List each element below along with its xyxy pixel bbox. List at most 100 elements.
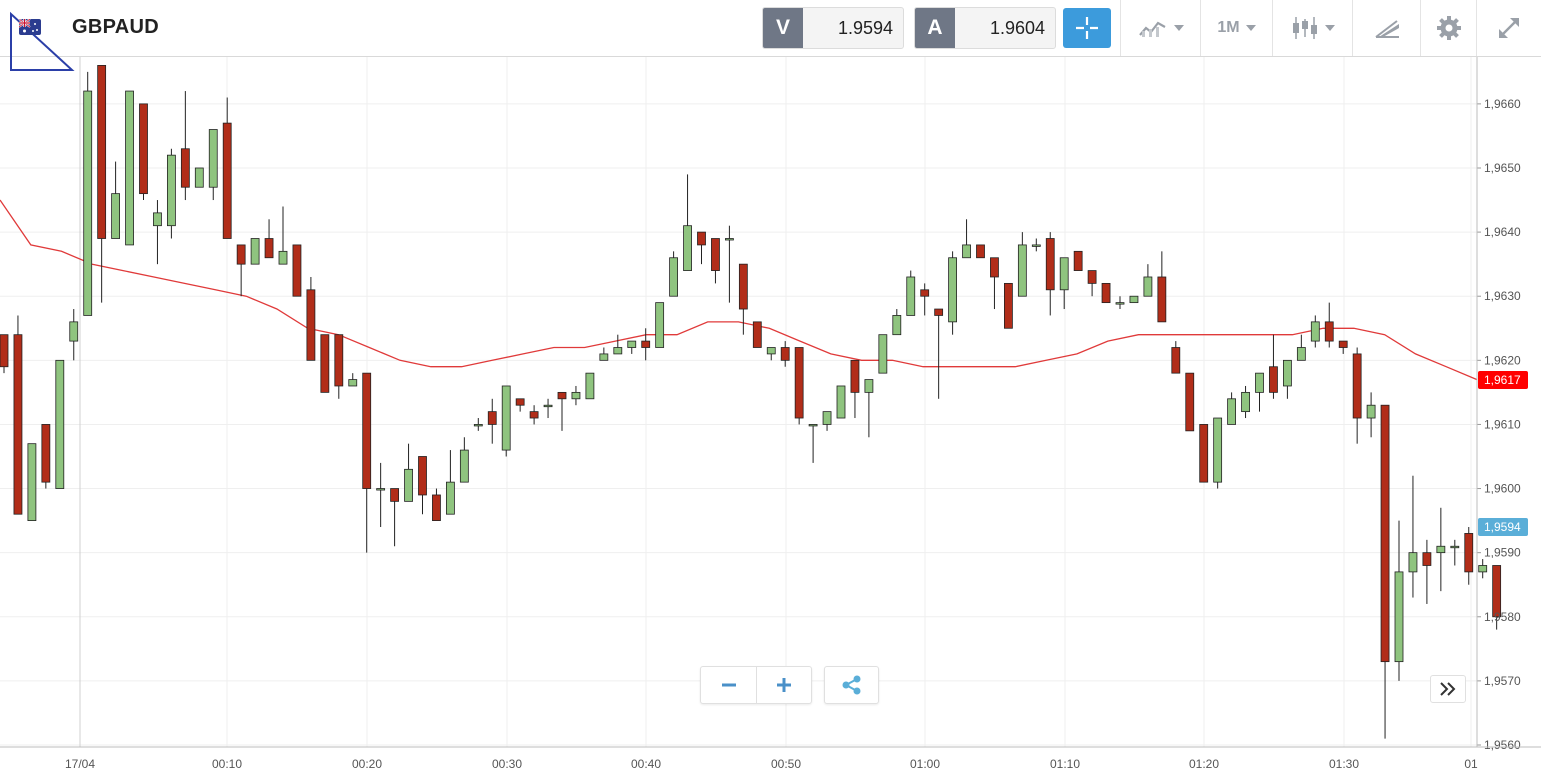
candle-body [529, 411, 539, 419]
candle [1045, 232, 1055, 316]
y-tick-label: 1,9590 [1484, 546, 1521, 560]
indicators-button[interactable] [1120, 0, 1200, 56]
double-chevron-right-icon [1440, 682, 1456, 696]
drawing-tools-button[interactable] [1352, 0, 1420, 56]
x-tick-label: 01:10 [1050, 757, 1080, 771]
candle-body [1087, 270, 1097, 284]
candle [669, 251, 678, 297]
candle [306, 276, 316, 361]
candle [473, 418, 483, 431]
candle [738, 263, 748, 335]
expand-button[interactable] [1476, 0, 1541, 56]
candle [641, 328, 651, 361]
candle-body [1157, 276, 1167, 323]
candle [1269, 334, 1278, 399]
candle-body [962, 244, 971, 259]
candle [1129, 295, 1139, 304]
candle-body [697, 231, 706, 246]
chevron-down-icon [1324, 25, 1335, 31]
candle-body [920, 289, 930, 297]
candle-body [1269, 366, 1278, 393]
minus-icon [721, 683, 736, 687]
candle [1143, 264, 1153, 297]
candle-body [906, 276, 916, 316]
candle [1436, 507, 1446, 592]
scroll-to-latest-button[interactable] [1430, 675, 1466, 703]
candle-body [1213, 417, 1223, 483]
buy-price-button[interactable]: A 1.9604 [914, 7, 1056, 49]
candle-body [990, 257, 999, 278]
share-icon [842, 675, 860, 695]
candle [320, 334, 330, 393]
candle [1478, 559, 1488, 579]
candle-body [864, 379, 874, 393]
candle-body [585, 372, 595, 400]
candle [69, 309, 79, 361]
candlestick-chart[interactable]: 1,9660 1,9650 1,9640 1,9630 1,9620 1,9610 1,96… [0, 57, 1541, 783]
candle-body [571, 391, 581, 400]
candle [41, 424, 51, 489]
candle [278, 206, 288, 265]
zoom-out-button[interactable] [701, 667, 756, 703]
candle [376, 462, 386, 528]
candle [390, 488, 400, 547]
candle-body [166, 154, 176, 227]
candle [222, 97, 232, 239]
candle [1087, 270, 1097, 297]
chart-type-button[interactable] [1272, 0, 1352, 56]
candle [990, 257, 999, 310]
settings-button[interactable] [1420, 0, 1476, 56]
candle-body [404, 468, 413, 502]
candle-body [390, 488, 400, 502]
candle [585, 372, 595, 400]
candle-body [501, 385, 511, 451]
candle [404, 443, 413, 502]
candle [752, 321, 762, 348]
candle-body [250, 238, 260, 265]
candle [1450, 539, 1460, 566]
candle [1283, 359, 1292, 399]
candle-body [1408, 552, 1418, 573]
candle [557, 391, 567, 431]
candle [766, 347, 776, 361]
candle [1031, 238, 1041, 252]
candle [166, 148, 176, 239]
candle [432, 488, 441, 522]
candle [1073, 250, 1083, 271]
candle-body [13, 334, 23, 515]
buy-price-value: 1.9604 [989, 17, 1045, 38]
timeframe-selector[interactable]: 1M [1200, 0, 1272, 56]
candle-body [0, 334, 9, 368]
candle [1213, 417, 1223, 489]
crosshair-icon [1076, 17, 1098, 39]
x-tick-label: 01 [1464, 757, 1478, 771]
candle-body [1464, 533, 1474, 573]
sell-price-button[interactable]: V 1.9594 [762, 7, 904, 49]
share-button[interactable] [824, 666, 879, 704]
candle-body [752, 321, 762, 348]
candle-body [822, 411, 832, 425]
candle-body [1324, 321, 1334, 342]
candle [348, 373, 358, 387]
candle-body [1227, 398, 1236, 425]
timeframe-label: 1M [1217, 19, 1240, 36]
y-tick-label: 1,9580 [1484, 610, 1521, 624]
crosshair-button[interactable] [1063, 8, 1111, 48]
y-tick-label: 1,9650 [1484, 161, 1521, 175]
candle-body [362, 372, 372, 489]
candle [459, 437, 469, 483]
candle [1171, 341, 1181, 374]
candle-body [473, 424, 483, 427]
candle [878, 334, 888, 374]
candle-body [1045, 238, 1055, 291]
candle-body [1241, 391, 1250, 413]
candle-body [445, 481, 455, 515]
candle [1059, 257, 1069, 310]
candle-body [208, 129, 218, 188]
y-tick-label: 1,9570 [1484, 674, 1521, 688]
candle-body [1017, 244, 1027, 297]
candle-body [557, 391, 567, 400]
candle [1422, 539, 1432, 604]
candle-body [222, 122, 232, 239]
zoom-in-button[interactable] [756, 667, 811, 703]
